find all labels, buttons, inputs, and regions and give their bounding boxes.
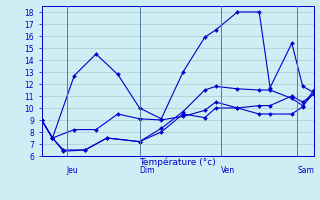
X-axis label: Température (°c): Température (°c)	[139, 157, 216, 167]
Text: Ven: Ven	[221, 166, 235, 175]
Text: Sam: Sam	[297, 166, 314, 175]
Text: Dim: Dim	[140, 166, 155, 175]
Text: Jeu: Jeu	[67, 166, 78, 175]
